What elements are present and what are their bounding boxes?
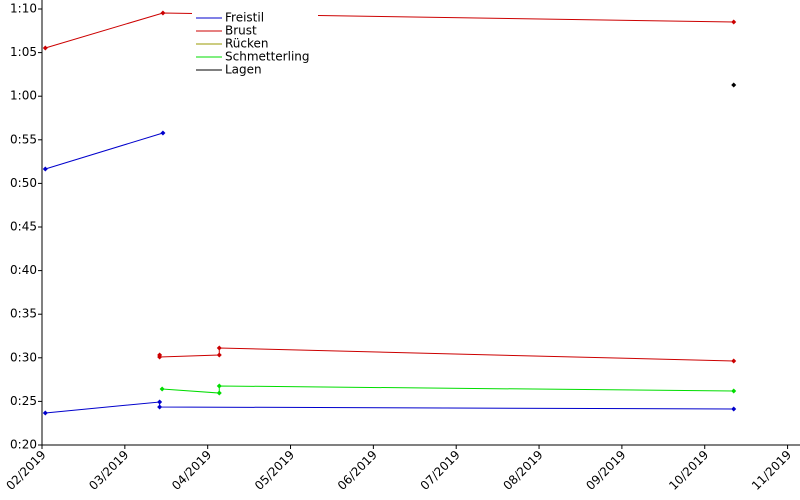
series-line (45, 132, 164, 170)
data-point (157, 354, 163, 360)
x-tick-label: 07/2019 (418, 448, 463, 493)
legend-label: Freistil (225, 11, 264, 25)
x-tick-label: 11/2019 (749, 448, 794, 493)
data-point (42, 166, 48, 172)
data-point (216, 345, 222, 351)
data-point (731, 406, 737, 412)
data-point (731, 82, 737, 88)
data-point (42, 45, 48, 51)
x-tick-label: 05/2019 (252, 448, 297, 493)
y-tick-label: 0:45 (10, 220, 37, 234)
data-point (157, 399, 163, 405)
y-tick-label: 0:35 (10, 307, 37, 321)
x-tick-label: 09/2019 (583, 448, 628, 493)
legend-label: Rücken (225, 37, 269, 51)
y-tick-label: 0:50 (10, 176, 37, 190)
legend-label: Schmetterling (225, 50, 310, 64)
series-line (159, 347, 734, 362)
data-point (216, 352, 222, 358)
x-tick-label: 03/2019 (86, 448, 131, 493)
y-tick-label: 1:05 (10, 45, 37, 59)
data-point (731, 19, 737, 25)
y-tick-label: 0:25 (10, 394, 37, 408)
legend-label: Brust (225, 24, 257, 38)
data-point (160, 130, 166, 136)
y-tick-label: 0:55 (10, 132, 37, 146)
series-line (162, 385, 734, 394)
data-point (160, 10, 166, 16)
data-point (731, 388, 737, 394)
y-tick-label: 0:20 (10, 438, 37, 452)
data-point (159, 386, 165, 392)
data-point (42, 410, 48, 416)
data-point (157, 404, 163, 410)
y-tick-label: 1:10 (10, 2, 37, 16)
y-tick-label: 1:00 (10, 89, 37, 103)
data-point (216, 383, 222, 389)
data-point (731, 358, 737, 364)
x-tick-label: 10/2019 (666, 448, 711, 493)
y-tick-label: 0:40 (10, 263, 37, 277)
x-tick-label: 06/2019 (335, 448, 380, 493)
legend-label: Lagen (225, 63, 262, 77)
series-line (45, 401, 734, 414)
x-tick-label: 04/2019 (169, 448, 214, 493)
data-point (216, 390, 222, 396)
y-tick-label: 0:30 (10, 350, 37, 364)
x-tick-label: 08/2019 (500, 448, 545, 493)
x-tick-label: 02/2019 (3, 448, 48, 493)
series-line (45, 12, 734, 49)
